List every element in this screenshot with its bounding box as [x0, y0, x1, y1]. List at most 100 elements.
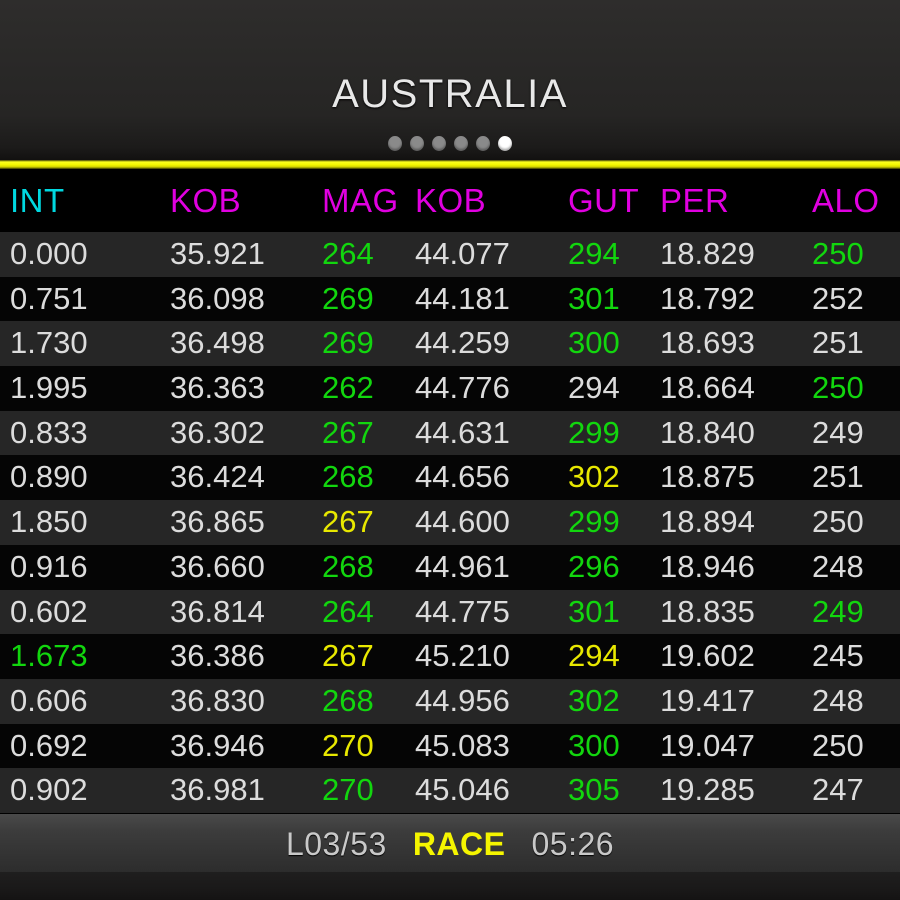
table-cell: 0.602: [10, 593, 88, 629]
lap-counter: L03/53: [285, 826, 387, 862]
page-dot[interactable]: [410, 136, 424, 151]
table-cell: 270: [322, 727, 374, 763]
table-cell: 36.386: [170, 638, 265, 674]
page-indicator-dots[interactable]: [0, 136, 900, 151]
table-cell: 296: [568, 548, 620, 584]
yellow-divider: [0, 160, 900, 169]
page-dot[interactable]: [498, 136, 512, 151]
table-cell: 19.285: [660, 772, 755, 808]
table-cell: 270: [322, 772, 374, 808]
column-header-2[interactable]: MAG: [322, 182, 399, 219]
status-badge: RACE: [412, 826, 506, 862]
table-cell: 245: [812, 638, 864, 674]
page-title: AUSTRALIA: [332, 72, 568, 116]
table-cell: 0.606: [10, 682, 88, 718]
table-cell: 18.840: [660, 414, 755, 450]
table-cell: 0.833: [10, 414, 88, 450]
table-cell: 36.363: [170, 370, 265, 406]
table-cell: 44.961: [415, 548, 510, 584]
column-header-3[interactable]: KOB: [415, 182, 487, 219]
table-row[interactable]: 0.902 36.981 270 45.046 305 19.285 247: [0, 768, 900, 813]
column-header-5[interactable]: PER: [660, 182, 730, 219]
column-header-0[interactable]: INT: [10, 182, 65, 219]
table-cell: 248: [812, 682, 864, 718]
table-cell: 36.981: [170, 772, 265, 808]
table-cell: 305: [568, 772, 620, 808]
table-cell: 18.792: [660, 280, 755, 316]
table-cell: 44.077: [415, 236, 510, 271]
table-cell: 262: [322, 370, 374, 406]
table-cell: 36.946: [170, 727, 265, 763]
table-cell: 0.916: [10, 548, 88, 584]
table-row[interactable]: 0.602 36.814 264 44.775 301 18.835 249: [0, 589, 900, 635]
table-row[interactable]: 0.606 36.830 268 44.956 302 19.417 248: [0, 678, 900, 724]
table-cell: 251: [812, 459, 864, 495]
table-cell: 18.829: [660, 236, 755, 271]
table-cell: 44.259: [415, 325, 510, 361]
table-row[interactable]: 0.000 35.921 264 44.077 294 18.829 250: [0, 232, 900, 277]
table-cell: 0.692: [10, 727, 88, 763]
table-cell: 301: [568, 280, 620, 316]
table-cell: 249: [812, 593, 864, 629]
column-header-6[interactable]: ALO: [812, 182, 880, 219]
table-cell: 267: [322, 504, 374, 540]
table-cell: 18.664: [660, 370, 755, 406]
table-cell: 300: [568, 727, 620, 763]
table-cell: 247: [812, 772, 864, 808]
table-cell: 0.890: [10, 459, 88, 495]
table-cell: 18.894: [660, 504, 755, 540]
table-cell: 45.046: [415, 772, 510, 808]
table-row[interactable]: 0.833 36.302 267 44.631 299 18.840 249: [0, 410, 900, 456]
table-cell: 268: [322, 459, 374, 495]
page-dot[interactable]: [432, 136, 446, 151]
table-cell: 250: [812, 504, 864, 540]
table-cell: 44.776: [415, 370, 510, 406]
column-header-1[interactable]: KOB: [170, 182, 242, 219]
table-cell: 44.600: [415, 504, 510, 540]
table-cell: 300: [568, 325, 620, 361]
page-dot[interactable]: [454, 136, 468, 151]
table-cell: 44.956: [415, 682, 510, 718]
table-row[interactable]: 0.692 36.946 270 45.083 300 19.047 250: [0, 723, 900, 769]
table-cell: 294: [568, 370, 620, 406]
table-cell: 45.083: [415, 727, 510, 763]
table-row[interactable]: 1.995 36.363 262 44.776 294 18.664 250: [0, 366, 900, 411]
table-cell: 36.865: [170, 504, 265, 540]
table-row[interactable]: 0.751 36.098 269 44.181 301 18.792 252: [0, 276, 900, 322]
table-row[interactable]: 0.916 36.660 268 44.961 296 18.946 248: [0, 544, 900, 590]
table-cell: 302: [568, 682, 620, 718]
table-cell: 299: [568, 504, 620, 540]
page-dot[interactable]: [388, 136, 402, 151]
column-header-4[interactable]: GUT: [568, 182, 640, 219]
table-cell: 248: [812, 548, 864, 584]
session-clock: 05:26: [531, 826, 615, 862]
table-row[interactable]: 1.850 36.865 267 44.600 299 18.894 250: [0, 500, 900, 545]
table-cell: 249: [812, 414, 864, 450]
table-cell: 250: [812, 236, 864, 271]
table-cell: 44.631: [415, 414, 510, 450]
table-cell: 0.902: [10, 772, 88, 808]
bottom-shadow: [0, 872, 900, 900]
page-dot[interactable]: [476, 136, 490, 151]
table-cell: 250: [812, 370, 864, 406]
table-cell: 251: [812, 325, 864, 361]
table-cell: 36.498: [170, 325, 265, 361]
table-cell: 36.302: [170, 414, 265, 450]
table-row[interactable]: 1.673 36.386 267 45.210 294 19.602 245: [0, 634, 900, 679]
table-cell: 18.835: [660, 593, 755, 629]
table-cell: 1.730: [10, 325, 88, 361]
table-row[interactable]: 1.730 36.498 269 44.259 300 18.693 251: [0, 321, 900, 367]
table-cell: 44.775: [415, 593, 510, 629]
table-cell: 301: [568, 593, 620, 629]
table-cell: 19.417: [660, 682, 755, 718]
table-cell: 252: [812, 280, 864, 316]
table-cell: 36.814: [170, 593, 265, 629]
table-cell: 18.946: [660, 548, 755, 584]
table-cell: 0.000: [10, 236, 88, 271]
table-cell: 302: [568, 459, 620, 495]
table-cell: 269: [322, 325, 374, 361]
table-cell: 294: [568, 236, 620, 271]
table-row[interactable]: 0.890 36.424 268 44.656 302 18.875 251: [0, 455, 900, 501]
table-cell: 45.210: [415, 638, 510, 674]
